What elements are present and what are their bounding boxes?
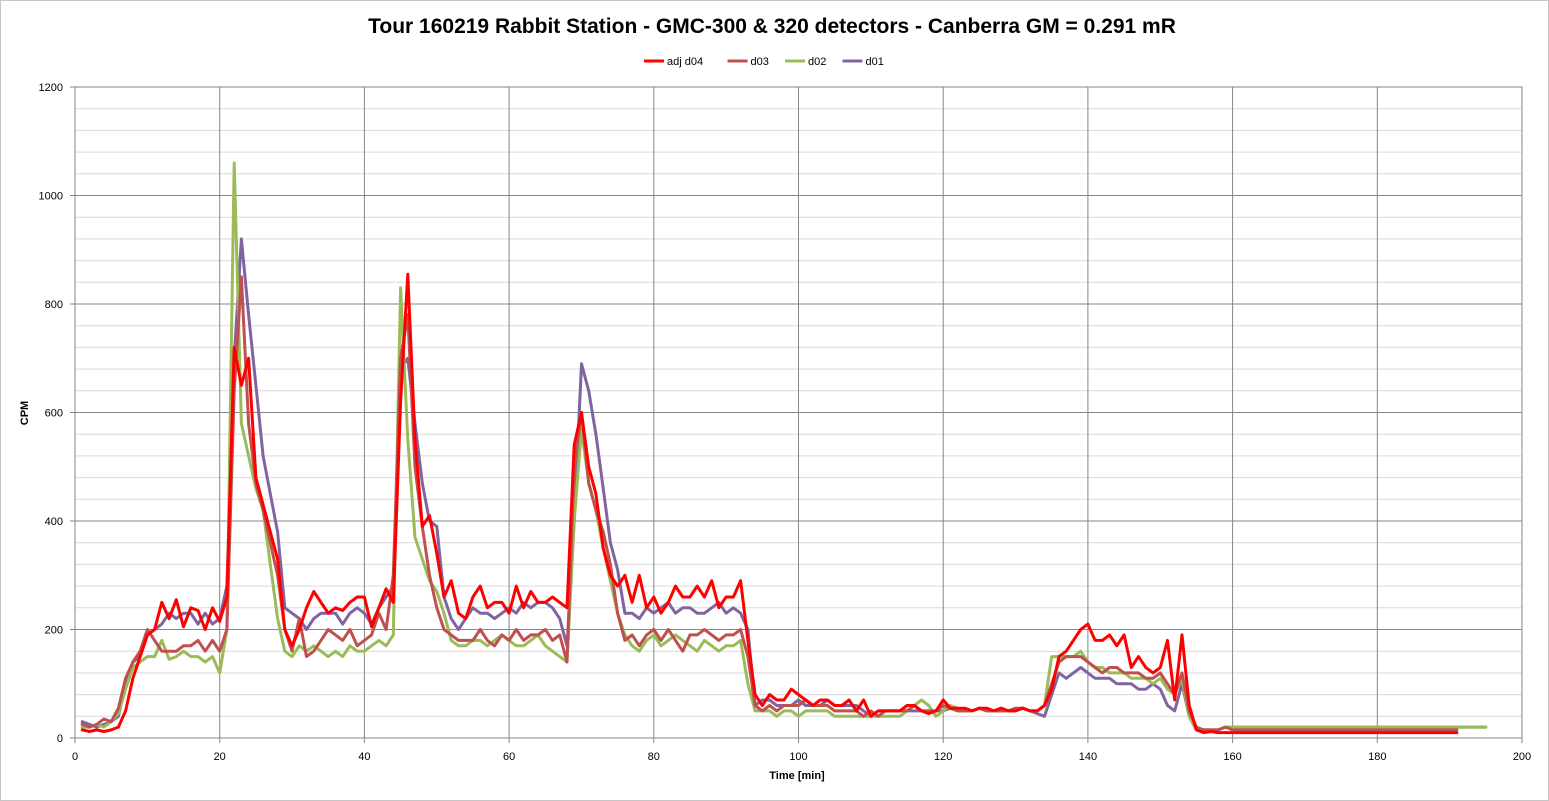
x-tick-label: 80: [648, 751, 660, 763]
series-line-adj-d04: [80, 272, 1459, 735]
series-lines: [80, 161, 1488, 735]
y-tick-label: 1000: [39, 191, 63, 203]
x-tick-label: 160: [1223, 751, 1241, 763]
x-axis-title: Time [min]: [769, 770, 825, 782]
x-tick-label: 40: [358, 751, 370, 763]
y-tick-label: 200: [45, 625, 63, 637]
x-tick-label: 200: [1513, 751, 1531, 763]
y-tick-label: 600: [45, 408, 63, 420]
chart-title: Tour 160219 Rabbit Station - GMC-300 & 3…: [368, 15, 1176, 38]
x-axis-ticks: 0 20 40 60 80 100 120 140 160 180 200: [72, 738, 1531, 763]
series-line-d03: [80, 275, 1459, 732]
x-tick-label: 20: [214, 751, 226, 763]
legend-label: d01: [866, 56, 884, 68]
legend-label: d03: [751, 56, 769, 68]
y-tick-label: 400: [45, 516, 63, 528]
y-axis-ticks: 0 200 400 600 800 1000 1200: [39, 82, 75, 745]
legend: adj d04 d03 d02 d01: [644, 56, 884, 68]
y-tick-label: 0: [57, 733, 63, 745]
x-tick-label: 100: [789, 751, 807, 763]
x-tick-label: 140: [1079, 751, 1097, 763]
y-tick-label: 1200: [39, 82, 63, 94]
legend-label: adj d04: [667, 56, 703, 68]
y-axis-title: CPM: [19, 401, 31, 425]
x-tick-label: 0: [72, 751, 78, 763]
y-tick-label: 800: [45, 299, 63, 311]
x-tick-label: 120: [934, 751, 952, 763]
legend-label: d02: [808, 56, 826, 68]
major-gridlines: [75, 87, 1522, 738]
x-tick-label: 60: [503, 751, 515, 763]
x-tick-label: 180: [1368, 751, 1386, 763]
